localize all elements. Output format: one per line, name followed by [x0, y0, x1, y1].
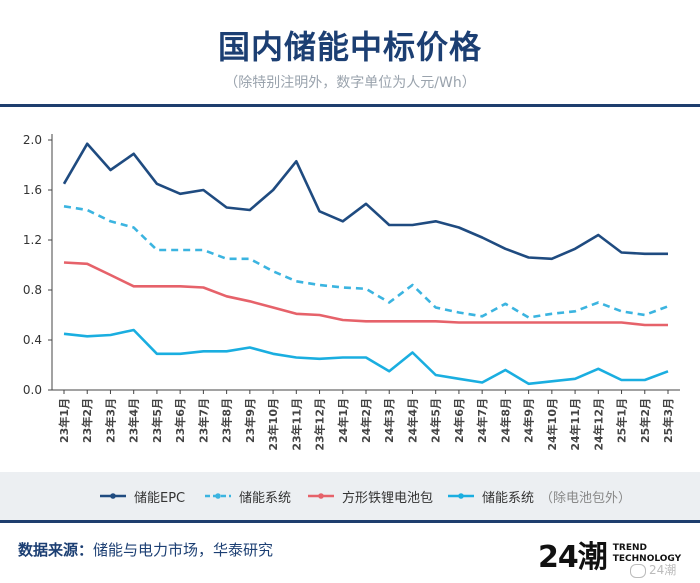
legend-item-epc: 储能EPC: [100, 486, 185, 506]
legend-label-epc: 储能EPC: [134, 490, 186, 506]
x-tick-label: 24年8月: [498, 398, 512, 443]
x-tick-label: 24年10月: [545, 398, 559, 451]
logo-line2: TECHNOLOGY: [612, 554, 682, 564]
brand-logo: 24潮 TREND TECHNOLOGY: [538, 532, 681, 576]
footer-divider: [0, 520, 700, 523]
legend-note-ex-battery: （除电池包外）: [540, 490, 632, 506]
legend-swatch-system-ex-battery: [448, 493, 474, 499]
series-line-1: [63, 205, 669, 319]
y-tick-label: 1.6: [23, 183, 42, 197]
watermark-text: 24潮: [649, 563, 677, 577]
legend-swatch-battery-pack: [308, 493, 334, 499]
x-tick-label: 24年7月: [475, 398, 489, 443]
x-tick-label: 24年6月: [452, 398, 466, 443]
watermark: 24潮: [630, 561, 676, 578]
x-tick-label: 23年5月: [150, 398, 164, 443]
legend-item-battery-pack: 方形铁锂电池包: [308, 486, 433, 506]
chart-legend: 储能EPC 储能系统 方形铁锂电池包 储能系统 （除电池包外）: [0, 472, 700, 520]
data-source-text: 储能与电力市场，华泰研究: [93, 541, 274, 559]
legend-item-system: 储能系统: [205, 486, 291, 506]
legend-swatch-epc: [100, 493, 126, 499]
legend-label-system-ex-battery: 储能系统: [482, 490, 535, 506]
x-tick-label: 24年4月: [405, 398, 419, 443]
series-line-2: [63, 261, 668, 327]
x-tick-label: 24年3月: [382, 398, 396, 443]
x-tick-label: 23年3月: [103, 398, 117, 443]
x-tick-label: 24年11月: [568, 398, 582, 451]
series-line-3: [63, 328, 669, 386]
x-tick-label: 23年8月: [220, 398, 234, 443]
x-tick-label: 23年4月: [127, 398, 141, 443]
x-tick-label: 23年11月: [289, 398, 303, 451]
x-tick-label: 23年9月: [243, 398, 257, 443]
chart-title: 国内储能中标价格: [217, 28, 482, 66]
logo-wordmark: TREND TECHNOLOGY: [613, 543, 681, 565]
x-tick-label: 23年2月: [80, 398, 94, 443]
legend-swatch-system: [205, 493, 231, 499]
data-source-label: 数据来源：: [18, 541, 94, 559]
y-tick-label: 0.0: [23, 383, 42, 397]
x-tick-label: 23年12月: [313, 398, 327, 451]
header-divider: [0, 104, 700, 107]
legend-label-battery-pack: 方形铁锂电池包: [342, 490, 434, 506]
chart-subtitle: （除特别注明外，数字单位为人元/Wh）: [224, 75, 476, 91]
y-tick-label: 2.0: [23, 133, 42, 147]
logo-line1: TREND: [612, 543, 647, 553]
logo-mark: 24潮: [538, 540, 608, 575]
x-tick-label: 23年10月: [266, 398, 280, 451]
data-source: 数据来源：储能与电力市场，华泰研究: [18, 539, 273, 560]
x-tick-label: 23年1月: [57, 398, 71, 443]
x-tick-label: 25年2月: [638, 398, 652, 443]
x-tick-label: 25年3月: [661, 398, 675, 443]
y-tick-label: 1.2: [23, 233, 42, 247]
x-tick-label: 24年12月: [591, 398, 605, 451]
line-chart: 0.0 0.4 0.8 1.2 1.6 2.0 23年1月 23年2月 23年3月 23年4月 23…: [23, 133, 680, 451]
y-tick-label: 0.4: [23, 333, 42, 347]
legend-label-system: 储能系统: [239, 490, 292, 506]
x-tick-label: 24年1月: [336, 398, 350, 443]
x-tick-label: 25年1月: [615, 398, 629, 443]
legend-item-system-ex-battery: 储能系统 （除电池包外）: [448, 486, 631, 506]
weibo-icon: [630, 563, 646, 578]
x-tick-label: 23年6月: [173, 398, 187, 443]
x-tick-label: 24年5月: [429, 398, 443, 443]
series-line-0: [62, 142, 668, 261]
y-tick-label: 0.8: [23, 283, 42, 297]
x-tick-label: 24年9月: [522, 398, 536, 443]
x-tick-label: 24年2月: [359, 398, 373, 443]
x-tick-label: 23年7月: [196, 398, 210, 443]
